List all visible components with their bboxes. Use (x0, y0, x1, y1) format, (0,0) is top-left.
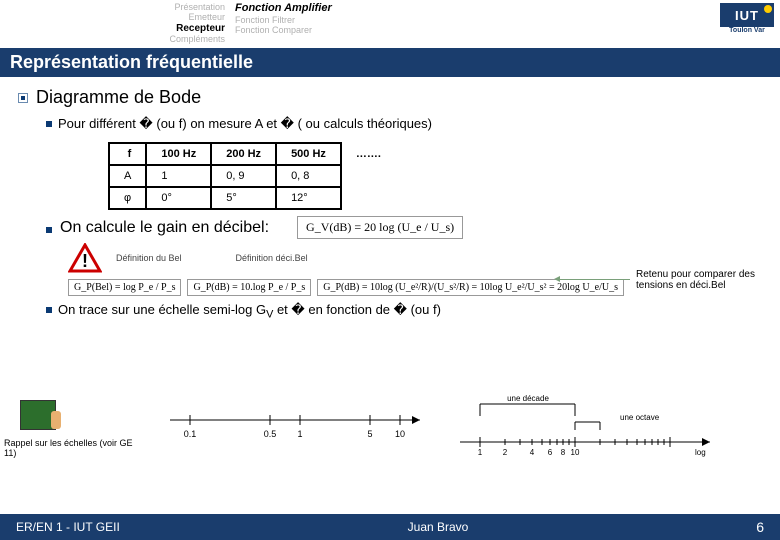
svg-text:une décade: une décade (507, 394, 549, 403)
table-row: f 100 Hz 200 Hz 500 Hz ……. (109, 143, 396, 165)
td: 0, 9 (211, 165, 276, 187)
svg-text:une octave: une octave (620, 413, 660, 422)
header: Présentation Emetteur Recepteur Compléme… (0, 0, 780, 48)
svg-text:5: 5 (367, 429, 372, 439)
svg-text:6: 6 (548, 448, 553, 457)
nav-item-recepteur[interactable]: Recepteur (169, 23, 225, 35)
sub-bullet-icon (46, 307, 52, 313)
svg-text:1: 1 (478, 448, 483, 457)
content: Diagramme de Bode Pour différent � (ou f… (0, 77, 780, 321)
table-row: A 1 0, 9 0, 8 (109, 165, 396, 187)
footer: ER/EN 1 - IUT GEII Juan Bravo 6 (0, 514, 780, 540)
table-row: φ 0° 5° 12° (109, 187, 396, 209)
th-200: 200 Hz (211, 143, 276, 165)
warning-icon: ! (68, 243, 102, 273)
svg-text:log: log (695, 448, 706, 457)
def-decibel-label: Définition déci.Bel (236, 253, 308, 263)
nav-item-amplifier[interactable]: Fonction Amplifier (235, 2, 332, 15)
teacher-icon (20, 400, 56, 430)
td: φ (109, 187, 146, 209)
th-500: 500 Hz (276, 143, 341, 165)
logo-dot-icon (764, 5, 772, 13)
bullet-semilog-text: On trace sur une échelle semi-log GV et … (58, 302, 441, 321)
bullet-measure-text: Pour différent � (ou f) on mesure A et �… (58, 116, 432, 132)
bullet-gain-text: On calcule le gain en décibel: (60, 219, 269, 237)
formula-gp-db: G_P(dB) = 10.log P_e / P_s (187, 279, 311, 296)
th-100: 100 Hz (146, 143, 211, 165)
svg-text:10: 10 (571, 448, 580, 457)
footer-left: ER/EN 1 - IUT GEII (16, 520, 120, 534)
logo-subtitle: Toulon Var (720, 27, 774, 34)
bullet-gain: On calcule le gain en décibel: G_V(dB) =… (46, 216, 762, 239)
td: 0° (146, 187, 211, 209)
svg-text:10: 10 (395, 429, 405, 439)
td: 1 (146, 165, 211, 187)
svg-text:2: 2 (503, 448, 508, 457)
def-bel-label: Définition du Bel (116, 253, 182, 263)
td: 5° (211, 187, 276, 209)
td: 0, 8 (276, 165, 341, 187)
bullet-icon (18, 93, 28, 103)
sub-bullet-icon (46, 227, 52, 233)
footer-center: Juan Bravo (408, 520, 469, 534)
rappel-note: Rappel sur les échelles (voir GE 11) (4, 438, 134, 458)
svg-text:0.1: 0.1 (184, 429, 197, 439)
page-number: 6 (756, 519, 764, 535)
nav-item-comparer[interactable]: Fonction Comparer (235, 25, 332, 35)
sub-bullet-icon (46, 121, 52, 127)
section-heading-row: Diagramme de Bode (18, 87, 762, 108)
nav-item-filtrer[interactable]: Fonction Filtrer (235, 15, 332, 25)
arrow-icon (560, 279, 630, 280)
td: 12° (276, 187, 341, 209)
log-scale-diagram: 0.1 0.5 1 5 10 1 2 4 6 8 10 log une déca… (160, 392, 720, 477)
nav-left: Présentation Emetteur Recepteur Compléme… (169, 2, 225, 45)
table-trailing: ……. (341, 143, 396, 165)
svg-text:8: 8 (561, 448, 566, 457)
frequency-table: f 100 Hz 200 Hz 500 Hz ……. A 1 0, 9 0, 8… (108, 142, 397, 210)
bullet-semilog: On trace sur une échelle semi-log GV et … (46, 302, 762, 321)
svg-text:!: ! (82, 251, 88, 271)
td: A (109, 165, 146, 187)
nav-item-presentation[interactable]: Présentation (169, 2, 225, 12)
logo: IUT Toulon Var (720, 3, 774, 43)
bullet-measure: Pour différent � (ou f) on mesure A et �… (46, 116, 762, 132)
retenu-note: Retenu pour comparer des tensions en déc… (636, 269, 756, 291)
nav-item-complements[interactable]: Compléments (169, 34, 225, 44)
formula-gp-bel: G_P(Bel) = log P_e / P_s (68, 279, 181, 296)
svg-text:4: 4 (530, 448, 535, 457)
formula-gp-expand: G_P(dB) = 10log (U_e²/R)/(U_s²/R) = 10lo… (317, 279, 624, 296)
svg-text:0.5: 0.5 (264, 429, 277, 439)
nav-right: Fonction Amplifier Fonction Filtrer Fonc… (235, 2, 332, 35)
nav-item-emetteur[interactable]: Emetteur (169, 12, 225, 22)
section-heading: Diagramme de Bode (36, 87, 201, 108)
gain-formula: G_V(dB) = 20 log (U_e / U_s) (297, 216, 463, 239)
svg-text:1: 1 (297, 429, 302, 439)
page-title: Représentation fréquentielle (0, 48, 780, 77)
th-f: f (109, 143, 146, 165)
